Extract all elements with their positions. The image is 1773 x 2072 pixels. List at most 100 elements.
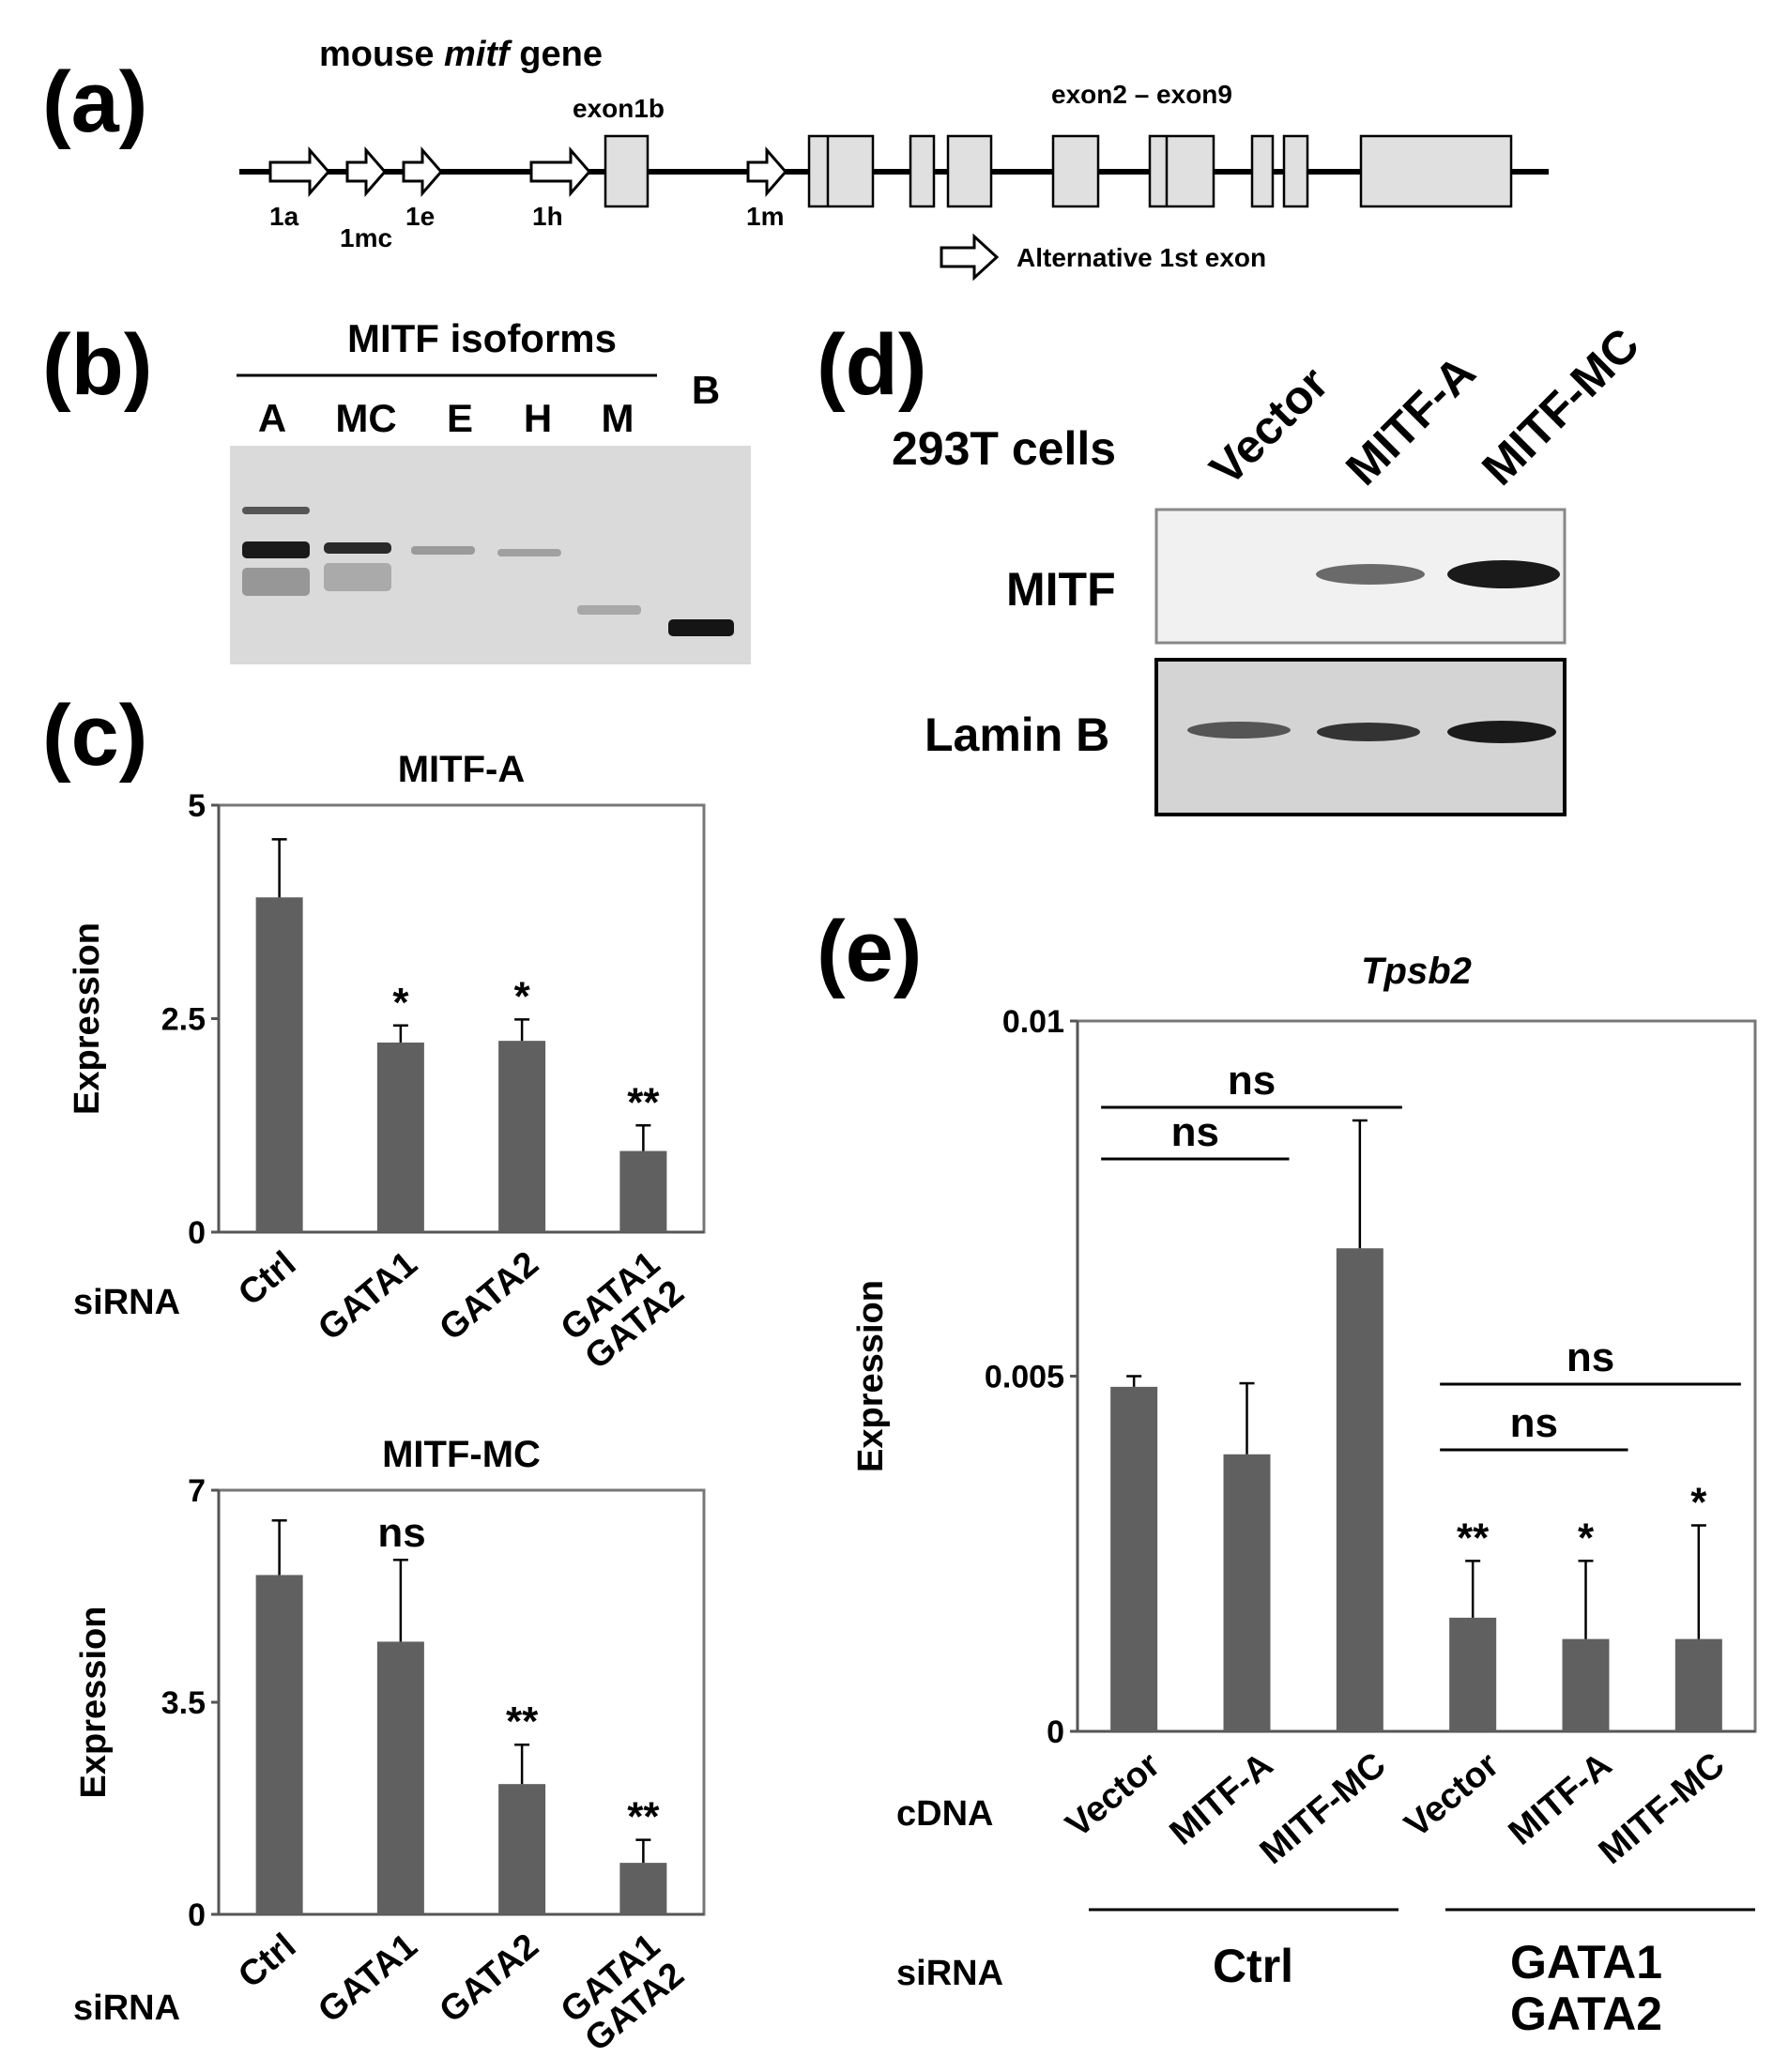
x-tick-label: Vector [1398,1745,1506,1846]
x-tick-label: GATA1 [311,1244,424,1348]
exon-box [1250,134,1275,208]
panel-c: (c) MITF-A 0 2.5 5 Expression Ctrl * GATA1 * GATA… [42,688,706,2060]
panel-a-label: (a) [42,54,147,150]
chart-title: MITF-MC [382,1434,541,1475]
bar [1449,1617,1497,1731]
bar [498,1041,546,1232]
comparison-label: ns [1171,1109,1219,1155]
exon-box [909,134,936,208]
chart-mitf-mc: MITF-MC 0 3.5 7 Expression Ctrl GATA1 ** GATA2 **… [74,1434,706,2060]
gel-band-h [497,549,561,556]
panel-b: (b) MITF isoforms A MC E H M B [42,316,751,664]
blot-band-mitf-a [1316,564,1425,585]
bar [376,1641,424,1914]
blot-band-mitf-mc [1447,560,1560,588]
gel-lane-label: M [602,396,634,440]
blot-band-laminb-mitf-a [1317,723,1420,741]
y-tick-label: 0 [188,1897,206,1933]
alt-first-exon-label: 1mc [340,223,392,252]
significance-label: * [392,980,409,1026]
bar [619,1150,667,1232]
exon-box [1148,134,1215,208]
bar [619,1863,667,1914]
bar [255,897,303,1232]
x-tick-label: Ctrl [231,1244,303,1314]
bar [1336,1248,1383,1731]
y-axis-title: Expression [68,922,107,1115]
x-tick-label: Vector [1059,1745,1168,1846]
alt-first-exon-label: 1m [746,202,784,231]
significance-label: ** [627,1794,660,1840]
blot-mitf-membrane [1154,508,1567,645]
gel-lane-label: H [524,396,552,440]
significance-label: ** [1457,1515,1490,1561]
x-tick-label: GATA1GATA2 [554,1244,692,1378]
gel-band-mc-smear [324,563,391,591]
x-tick-label: Ctrl [231,1927,303,1996]
blot-lane-label: MITF-MC [1472,318,1649,495]
bar [1562,1638,1610,1731]
gel-lane-label: E [447,396,473,440]
gel-band-m [577,605,641,615]
x-tick-label: GATA1GATA2 [554,1927,692,2060]
bar [1674,1638,1722,1731]
comparison-label: ns [1510,1400,1558,1446]
legend-arrow-icon [940,233,1000,282]
significance-label: * [1690,1479,1707,1525]
alt-first-exon-labels: 1a 1mc 1e 1h 1m [269,202,784,252]
y-tick-label: 7 [188,1473,206,1509]
panel-e-label: (e) [817,904,922,999]
bar [1110,1386,1158,1731]
gel-band-a-upper [242,507,310,514]
y-tick-label: 0 [188,1215,206,1251]
blot-band-laminb-mitf-mc [1447,721,1556,743]
y-tick-label: 0.01 [1002,1004,1064,1040]
x-tick-label: GATA2 [433,1927,546,2031]
exon1b-label: exon1b [573,94,665,123]
exon1b-box [604,134,650,208]
cdna-label: cDNA [896,1794,993,1834]
blot-row-mitf: MITF [1006,563,1116,616]
sirna-label-top: siRNA [73,1283,180,1322]
significance-label: ** [627,1079,660,1125]
gel-bands [242,507,734,636]
significance-label: ** [506,1699,539,1744]
x-tick-label: MITF-MC [1592,1745,1733,1872]
panel-a: (a) mouse mitf gene exon1b exon2 – exon9… [42,35,1549,282]
significance-label: * [1578,1515,1595,1561]
chart-title: MITF-A [398,749,526,790]
alt-first-exon-label: 1a [269,202,299,231]
alt-first-exon-arrow-icon [345,145,387,198]
exon-box [1051,134,1100,208]
cells-label: 293T cells [892,422,1116,475]
x-tick-label: MITF-MC [1253,1745,1394,1872]
alt-first-exon-arrow-icon [268,145,330,198]
alt-first-exon-label: 1e [405,202,435,231]
significance-label: * [514,973,531,1019]
alt-first-exon-arrow-icon [402,145,443,198]
bar [1223,1454,1271,1731]
gel-lane-label: B [692,368,720,412]
exon-box [807,134,875,208]
alt-first-exon-arrows [268,145,787,198]
chart-title: Tpsb2 [1361,951,1472,992]
alt-first-exon-label: 1h [532,202,563,231]
alt-first-exon-arrow-icon [746,145,787,198]
gel-band-e [411,546,475,555]
y-tick-label: 3.5 [161,1685,206,1721]
y-axis-title: Expression [74,1607,114,1799]
sirna-group-gata: GATA1 GATA2 [1510,1936,1662,2040]
exon-range-label: exon2 – exon9 [1051,80,1232,109]
comparison-label: ns [1228,1058,1276,1104]
sirna-group-ctrl: Ctrl [1213,1940,1293,1992]
y-tick-label: 2.5 [161,1002,206,1038]
y-axis-title: Expression [851,1280,891,1472]
gel-lane-labels: A MC E H M B [258,368,720,440]
gel-band-b [668,619,734,636]
gel-lane-label: MC [335,396,396,440]
gel-band-mc-main [324,542,391,554]
bar [376,1042,424,1232]
blot-lane-label: MITF-A [1336,345,1485,495]
